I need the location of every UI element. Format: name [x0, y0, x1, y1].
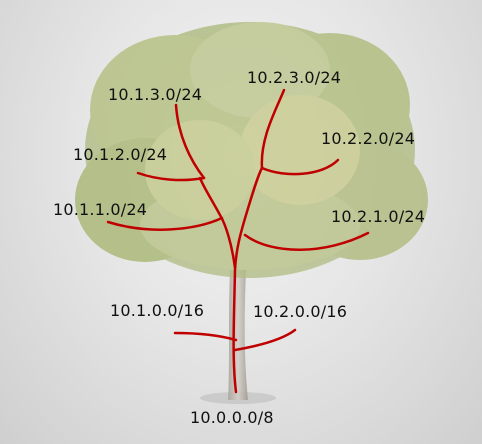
- branch-10-1-1-0: [106, 216, 224, 231]
- branch-10-2-1-0: [243, 231, 370, 251]
- subnet-branches: [106, 88, 370, 394]
- branch-trunk-left: [198, 176, 237, 270]
- foliage-canopy: [75, 22, 428, 278]
- branch-trunk-main: [232, 166, 264, 394]
- node-label-10-2-1-0: 10.2.1.0/24: [331, 207, 426, 226]
- node-label-10-2-3-0: 10.2.3.0/24: [247, 68, 342, 87]
- node-label-10-1-1-0: 10.1.1.0/24: [53, 200, 148, 219]
- branch-10-2-3-0: [260, 88, 286, 170]
- node-label-10-1-2-0: 10.1.2.0/24: [73, 145, 168, 164]
- branch-10-2-0-0: [233, 328, 297, 352]
- branch-10-1-3-0: [174, 103, 206, 180]
- trunk-shape: [228, 270, 248, 400]
- node-label-10-2-2-0: 10.2.2.0/24: [321, 129, 416, 148]
- branch-10-2-2-0: [260, 158, 340, 176]
- node-label-root: 10.0.0.0/8: [190, 408, 274, 427]
- branch-10-1-2-0: [136, 171, 206, 182]
- node-label-10-1-0-0: 10.1.0.0/16: [110, 301, 205, 320]
- node-label-10-1-3-0: 10.1.3.0/24: [108, 85, 203, 104]
- node-label-10-2-0-0: 10.2.0.0/16: [253, 302, 348, 321]
- branch-10-1-0-0: [173, 331, 238, 342]
